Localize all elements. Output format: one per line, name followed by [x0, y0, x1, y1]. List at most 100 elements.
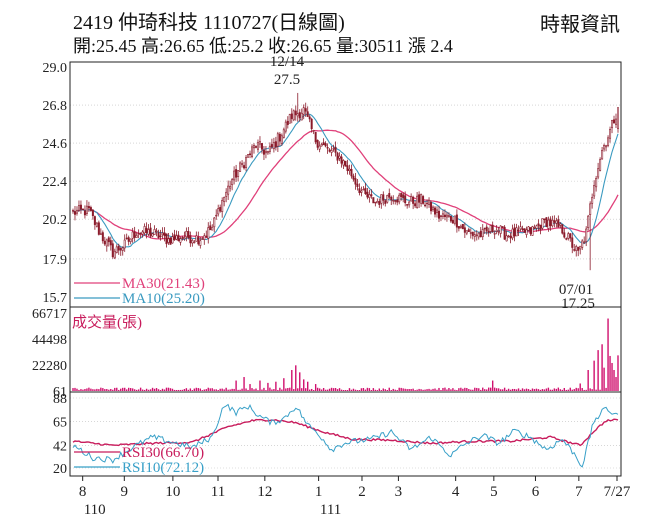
volume-bar: [484, 389, 486, 391]
candle-body: [589, 203, 592, 215]
candle-body: [388, 193, 391, 198]
candle-body: [539, 224, 542, 231]
volume-bar: [601, 344, 603, 391]
candle-body: [545, 217, 548, 227]
volume-bar: [199, 388, 202, 391]
volume-bar: [525, 388, 528, 391]
candle-body: [469, 232, 472, 234]
candle-body: [334, 146, 337, 153]
candle-body: [157, 232, 160, 239]
candle-body: [304, 108, 307, 112]
candle-body: [364, 187, 367, 194]
candle-body: [91, 209, 94, 217]
candle-body: [169, 237, 172, 245]
candle-body: [195, 235, 198, 242]
volume-bar: [430, 389, 432, 391]
candle-body: [459, 225, 462, 228]
volume-bar: [539, 389, 542, 391]
candle-body: [223, 197, 226, 202]
candle-body: [416, 195, 419, 208]
candle-body: [513, 227, 516, 237]
candle-body: [205, 235, 208, 238]
volume-bar: [545, 388, 548, 391]
candle-body: [147, 229, 150, 235]
candle-body: [489, 225, 492, 232]
candle-body: [587, 215, 590, 229]
candle-body: [320, 144, 323, 147]
candle-body: [479, 230, 482, 238]
volume-bar: [348, 388, 351, 391]
x-tick-label: 7: [575, 484, 583, 500]
volume-bar: [163, 389, 166, 391]
volume-bar: [468, 389, 470, 391]
rsi10-line: [72, 403, 619, 468]
volume-bar: [209, 388, 211, 391]
candle-body: [561, 224, 564, 234]
candle-body: [346, 165, 349, 171]
volume-bar: [346, 390, 349, 391]
volume-bar: [338, 388, 341, 391]
x-tick-label: 7/27: [604, 484, 631, 500]
volume-bar: [324, 389, 327, 391]
candle-body: [613, 119, 616, 124]
candle-body: [495, 229, 498, 232]
source-label: 時報資訊: [540, 14, 620, 36]
candle-body: [525, 229, 528, 235]
volume-bar: [491, 380, 494, 391]
candle-body: [153, 229, 156, 235]
candle-body: [241, 163, 244, 165]
rsi-panel-frame: [69, 391, 622, 477]
candle-body: [284, 121, 287, 132]
volume-bar: [251, 388, 253, 391]
candle-body: [491, 224, 494, 233]
volume-bar: [293, 389, 295, 391]
candle-body: [398, 194, 401, 203]
volume-bar: [370, 390, 373, 391]
volume-bar: [354, 389, 357, 391]
grid-lines: [70, 104, 621, 469]
candle-body: [219, 207, 222, 212]
volume-bar: [249, 384, 251, 391]
candle-body: [360, 190, 363, 193]
candle-body: [497, 231, 500, 233]
volume-bar: [474, 387, 476, 391]
volume-bar: [82, 389, 84, 391]
volume-bar: [72, 388, 74, 391]
volume-bar: [476, 387, 478, 391]
candle-body: [103, 240, 106, 245]
candlesticks: [71, 92, 620, 271]
volume-bar: [605, 387, 607, 391]
volume-bar: [211, 388, 213, 391]
volume-bar: [565, 389, 567, 391]
volume-bar: [392, 388, 394, 391]
volume-bar: [197, 388, 200, 391]
candle-body: [439, 215, 442, 217]
volume-bar: [523, 389, 526, 391]
volume-bar: [414, 390, 416, 391]
rsi-y-tick: 42: [53, 439, 67, 454]
volume-bar: [462, 388, 464, 391]
volume-bar: [499, 389, 502, 391]
volume-bar: [223, 389, 225, 391]
candle-body: [499, 225, 502, 234]
volume-bar: [521, 388, 524, 391]
candle-body: [569, 233, 572, 239]
volume-bar: [74, 387, 76, 391]
candle-body: [268, 145, 271, 152]
volume-bar: [448, 388, 450, 391]
x-tick-label: 5: [490, 484, 498, 500]
rsi30-line: [72, 418, 619, 447]
volume-bar: [531, 388, 534, 391]
volume-bar: [563, 387, 565, 391]
volume-bar: [489, 387, 492, 391]
candle-body: [249, 153, 252, 155]
volume-bar: [235, 380, 237, 391]
volume-bar: [287, 388, 289, 391]
volume-bar: [460, 387, 462, 391]
candle-body: [209, 225, 212, 231]
volume-bar: [380, 390, 383, 391]
volume-bar: [418, 388, 420, 391]
candle-body: [87, 206, 90, 209]
candle-body: [179, 238, 182, 243]
volume-bar: [195, 387, 198, 391]
